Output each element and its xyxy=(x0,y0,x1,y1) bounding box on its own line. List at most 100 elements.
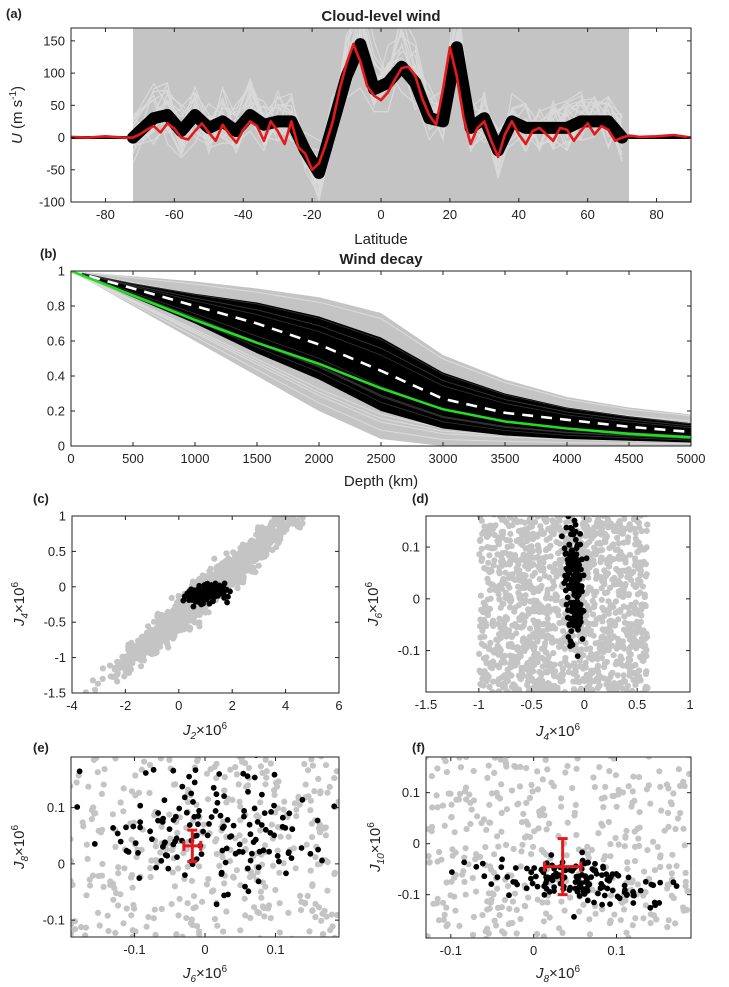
ensemble-point xyxy=(111,696,117,702)
ensemble-point xyxy=(290,845,297,852)
ensemble-point xyxy=(495,501,501,507)
x-tick-label: -40 xyxy=(234,207,253,222)
ensemble-point xyxy=(85,937,91,943)
ensemble-point xyxy=(590,632,597,639)
ensemble-point xyxy=(546,509,552,515)
ensemble-point xyxy=(29,889,35,895)
ensemble-point xyxy=(626,649,633,656)
ensemble-point xyxy=(396,822,402,828)
ensemble-point xyxy=(393,765,399,771)
ensemble-point xyxy=(222,557,229,565)
ensemble-point xyxy=(199,607,206,615)
ensemble-point xyxy=(10,981,16,987)
ensemble-point xyxy=(244,707,250,713)
ensemble-point xyxy=(341,973,347,979)
ensemble-point xyxy=(548,498,554,504)
ensemble-point xyxy=(147,865,154,872)
ensemble-point xyxy=(586,564,593,571)
ensemble-point xyxy=(267,760,274,767)
ensemble-point xyxy=(165,687,171,693)
ensemble-point xyxy=(226,678,232,684)
ensemble-point xyxy=(364,859,370,865)
ensemble-point xyxy=(496,648,503,655)
ensemble-point xyxy=(489,503,495,509)
x-tick-label: 4500 xyxy=(615,451,644,466)
y-tick-label: -1.5 xyxy=(44,686,66,701)
ensemble-point xyxy=(12,682,18,688)
solution-point xyxy=(576,622,582,629)
ensemble-point xyxy=(34,974,40,980)
ensemble-point xyxy=(262,964,268,970)
ensemble-point xyxy=(150,969,156,975)
solution-point xyxy=(583,555,590,562)
ensemble-point xyxy=(168,729,174,735)
ensemble-point xyxy=(219,680,225,686)
ensemble-point xyxy=(169,869,176,876)
ensemble-point xyxy=(6,722,12,728)
ensemble-point xyxy=(132,772,139,779)
ensemble-point xyxy=(584,501,590,507)
ensemble-point xyxy=(644,521,651,528)
ensemble-point xyxy=(303,841,310,848)
ensemble-point xyxy=(507,559,514,566)
ensemble-point xyxy=(80,698,86,704)
ensemble-point xyxy=(614,546,621,553)
ensemble-point xyxy=(8,941,14,947)
ensemble-point xyxy=(615,555,623,563)
ensemble-line xyxy=(132,28,623,186)
ensemble-point xyxy=(296,713,302,719)
ensemble-point xyxy=(438,774,444,780)
ensemble-point xyxy=(316,487,322,493)
solution-point xyxy=(580,572,587,579)
ensemble-point xyxy=(615,608,622,615)
ensemble-point xyxy=(205,695,211,701)
ensemble-line xyxy=(71,271,691,445)
y-tick-label: -1 xyxy=(54,650,66,665)
ensemble-point xyxy=(576,678,583,686)
ensemble-point xyxy=(351,980,357,986)
ensemble-point xyxy=(42,927,48,933)
ensemble-point xyxy=(237,803,244,810)
ensemble-point xyxy=(296,496,302,502)
ensemble-point xyxy=(139,734,145,740)
ensemble-point xyxy=(571,660,578,667)
ensemble-point xyxy=(615,540,623,547)
ensemble-point xyxy=(106,973,112,979)
ensemble-point xyxy=(237,553,244,560)
ensemble-point xyxy=(543,536,550,544)
ensemble-point xyxy=(219,982,225,987)
ensemble-point xyxy=(305,742,311,748)
ensemble-point xyxy=(535,683,542,691)
ensemble-point xyxy=(220,565,227,572)
ensemble-point xyxy=(587,558,594,566)
ensemble-point xyxy=(586,538,593,546)
ensemble-point xyxy=(587,645,594,652)
ensemble-point xyxy=(308,723,314,729)
y-tick-label: 0.6 xyxy=(47,334,65,349)
ensemble-point xyxy=(440,716,446,722)
ensemble-point xyxy=(499,556,506,563)
panel-b-title: Wind decay xyxy=(339,251,423,268)
ensemble-point xyxy=(39,906,45,912)
ensemble-point xyxy=(400,923,406,929)
ensemble-point xyxy=(528,677,535,684)
ensemble-point xyxy=(111,885,118,892)
ensemble-point xyxy=(344,756,350,762)
ensemble-point xyxy=(588,509,594,515)
ensemble-point xyxy=(640,627,647,634)
ensemble-point xyxy=(372,896,378,902)
ensemble-point xyxy=(27,924,33,930)
ensemble-point xyxy=(489,503,495,509)
ensemble-point xyxy=(156,677,162,683)
ensemble-point xyxy=(547,595,555,602)
ensemble-point xyxy=(350,785,356,791)
ensemble-point xyxy=(39,808,45,814)
ensemble-point xyxy=(379,780,385,786)
ensemble-point xyxy=(574,501,580,507)
ensemble-point xyxy=(315,680,321,686)
ensemble-point xyxy=(263,526,270,533)
ensemble-point xyxy=(220,818,227,825)
ensemble-point xyxy=(520,635,527,643)
ensemble-point xyxy=(598,531,605,538)
ensemble-point xyxy=(77,686,83,692)
